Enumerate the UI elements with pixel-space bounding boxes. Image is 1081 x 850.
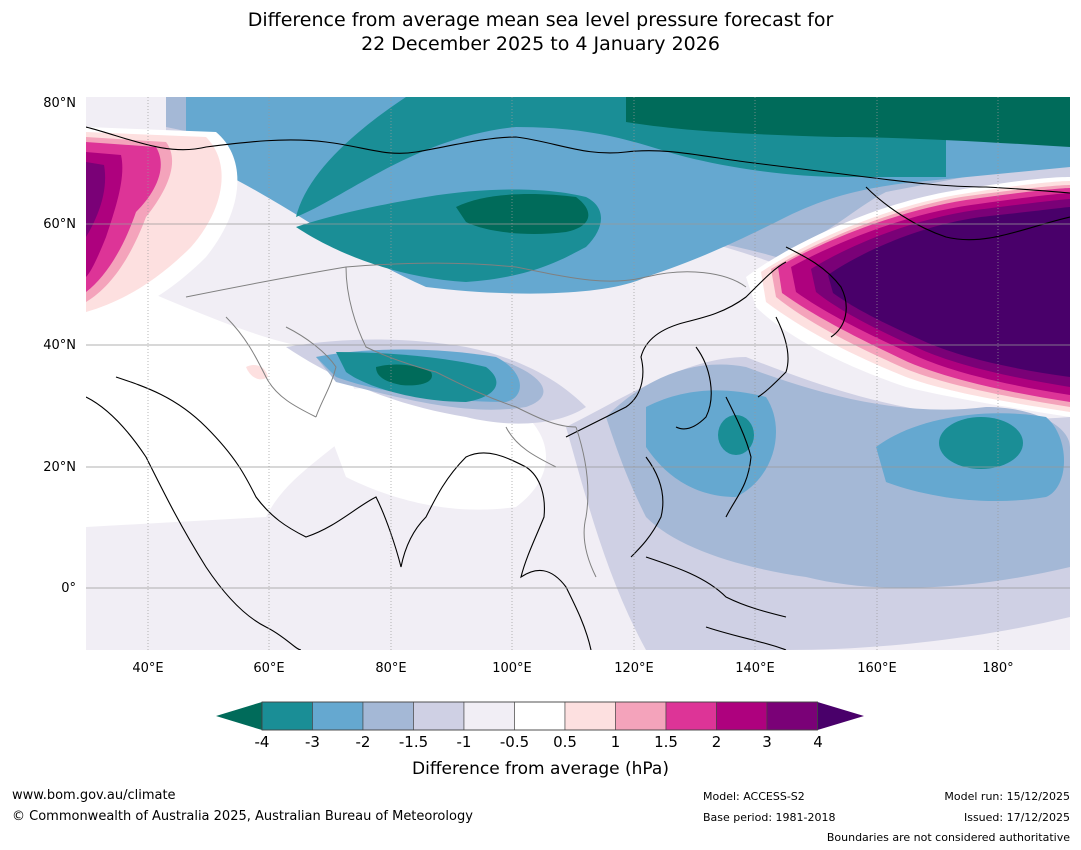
anomaly-zone-minus3-west-pacific <box>718 415 754 455</box>
colorbar-segment <box>463 701 515 731</box>
anomaly-zone-minus3-central-pacific <box>939 417 1023 469</box>
country-borders <box>185 262 747 578</box>
base-period-text: Base period: 1981-2018 <box>703 811 836 824</box>
chart-title: Difference from average mean sea level p… <box>0 8 1081 56</box>
anomaly-zone-neutral-west <box>86 267 359 527</box>
colorbar-segment <box>716 701 768 731</box>
anomaly-zone-minus4-arctic <box>626 97 1070 147</box>
colorbar-tick: -4 <box>254 733 270 751</box>
lat-label-80n: 80°N <box>43 96 76 111</box>
coastlines <box>86 126 1070 650</box>
latitude-lines <box>86 223 1070 589</box>
colorbar-tick: 1 <box>610 733 621 751</box>
website-link[interactable]: www.bom.gov.au/climate <box>12 788 176 803</box>
pressure-anomaly-map <box>86 97 1070 650</box>
copyright-text: © Commonwealth of Australia 2025, Austra… <box>12 809 473 824</box>
lat-label-40n: 40°N <box>43 338 76 353</box>
lon-label-80e: 80°E <box>375 661 407 676</box>
lon-label-180: 180° <box>982 661 1014 676</box>
colorbar-tick: 3 <box>762 733 772 751</box>
lon-label-140e: 140°E <box>735 661 775 676</box>
colorbar-tick: 2 <box>711 733 722 751</box>
colorbar-segment <box>766 701 818 731</box>
colorbar-tick: -1.5 <box>398 733 429 751</box>
lat-label-60n: 60°N <box>43 217 76 232</box>
anomaly-zone-minus4-tibet <box>376 364 432 386</box>
colorbar-tick: 0.5 <box>553 733 577 751</box>
lon-label-40e: 40°E <box>132 661 164 676</box>
lon-label-120e: 120°E <box>614 661 654 676</box>
colorbar-arrow-high <box>817 702 864 730</box>
colorbar-segment <box>564 701 616 731</box>
model-run-text: Model run: 15/12/2025 <box>944 790 1070 803</box>
lat-label-20n: 20°N <box>43 460 76 475</box>
issued-text: Issued: 17/12/2025 <box>963 811 1070 824</box>
colorbar-tick: -1 <box>456 733 472 751</box>
colorbar-tick: 1.5 <box>654 733 678 751</box>
colorbar <box>216 701 864 731</box>
colorbar-segment <box>261 701 313 731</box>
colorbar-label: Difference from average (hPa) <box>412 759 669 779</box>
graticule <box>147 97 999 650</box>
title-line-2: 22 December 2025 to 4 January 2026 <box>361 33 720 55</box>
lon-label-100e: 100°E <box>492 661 532 676</box>
anomaly-zone-plus4-pacific <box>828 207 1070 377</box>
anomaly-zone-plus3-europe <box>86 162 106 237</box>
disclaimer-text: Boundaries are not considered authoritat… <box>826 831 1070 844</box>
lon-label-160e: 160°E <box>857 661 897 676</box>
colorbar-frame <box>261 701 818 731</box>
title-line-1: Difference from average mean sea level p… <box>247 9 834 31</box>
colorbar-tick: -0.5 <box>499 733 530 751</box>
lon-label-60e: 60°E <box>253 661 285 676</box>
colorbar-tick: 4 <box>813 733 823 751</box>
colorbar-segment <box>362 701 414 731</box>
colorbar-segment <box>312 701 364 731</box>
colorbar-segment <box>413 701 465 731</box>
lat-label-0: 0° <box>61 581 76 596</box>
colorbar-tick: -3 <box>305 733 320 751</box>
colorbar-arrow-low <box>216 702 262 730</box>
anomaly-zone-plus0-5-iran <box>246 365 268 380</box>
colorbar-segment <box>514 701 566 731</box>
colorbar-segment <box>665 701 717 731</box>
map-svg <box>86 97 1070 650</box>
model-text: Model: ACCESS-S2 <box>703 790 805 803</box>
colorbar-segment <box>615 701 667 731</box>
colorbar-tick: -2 <box>355 733 371 751</box>
